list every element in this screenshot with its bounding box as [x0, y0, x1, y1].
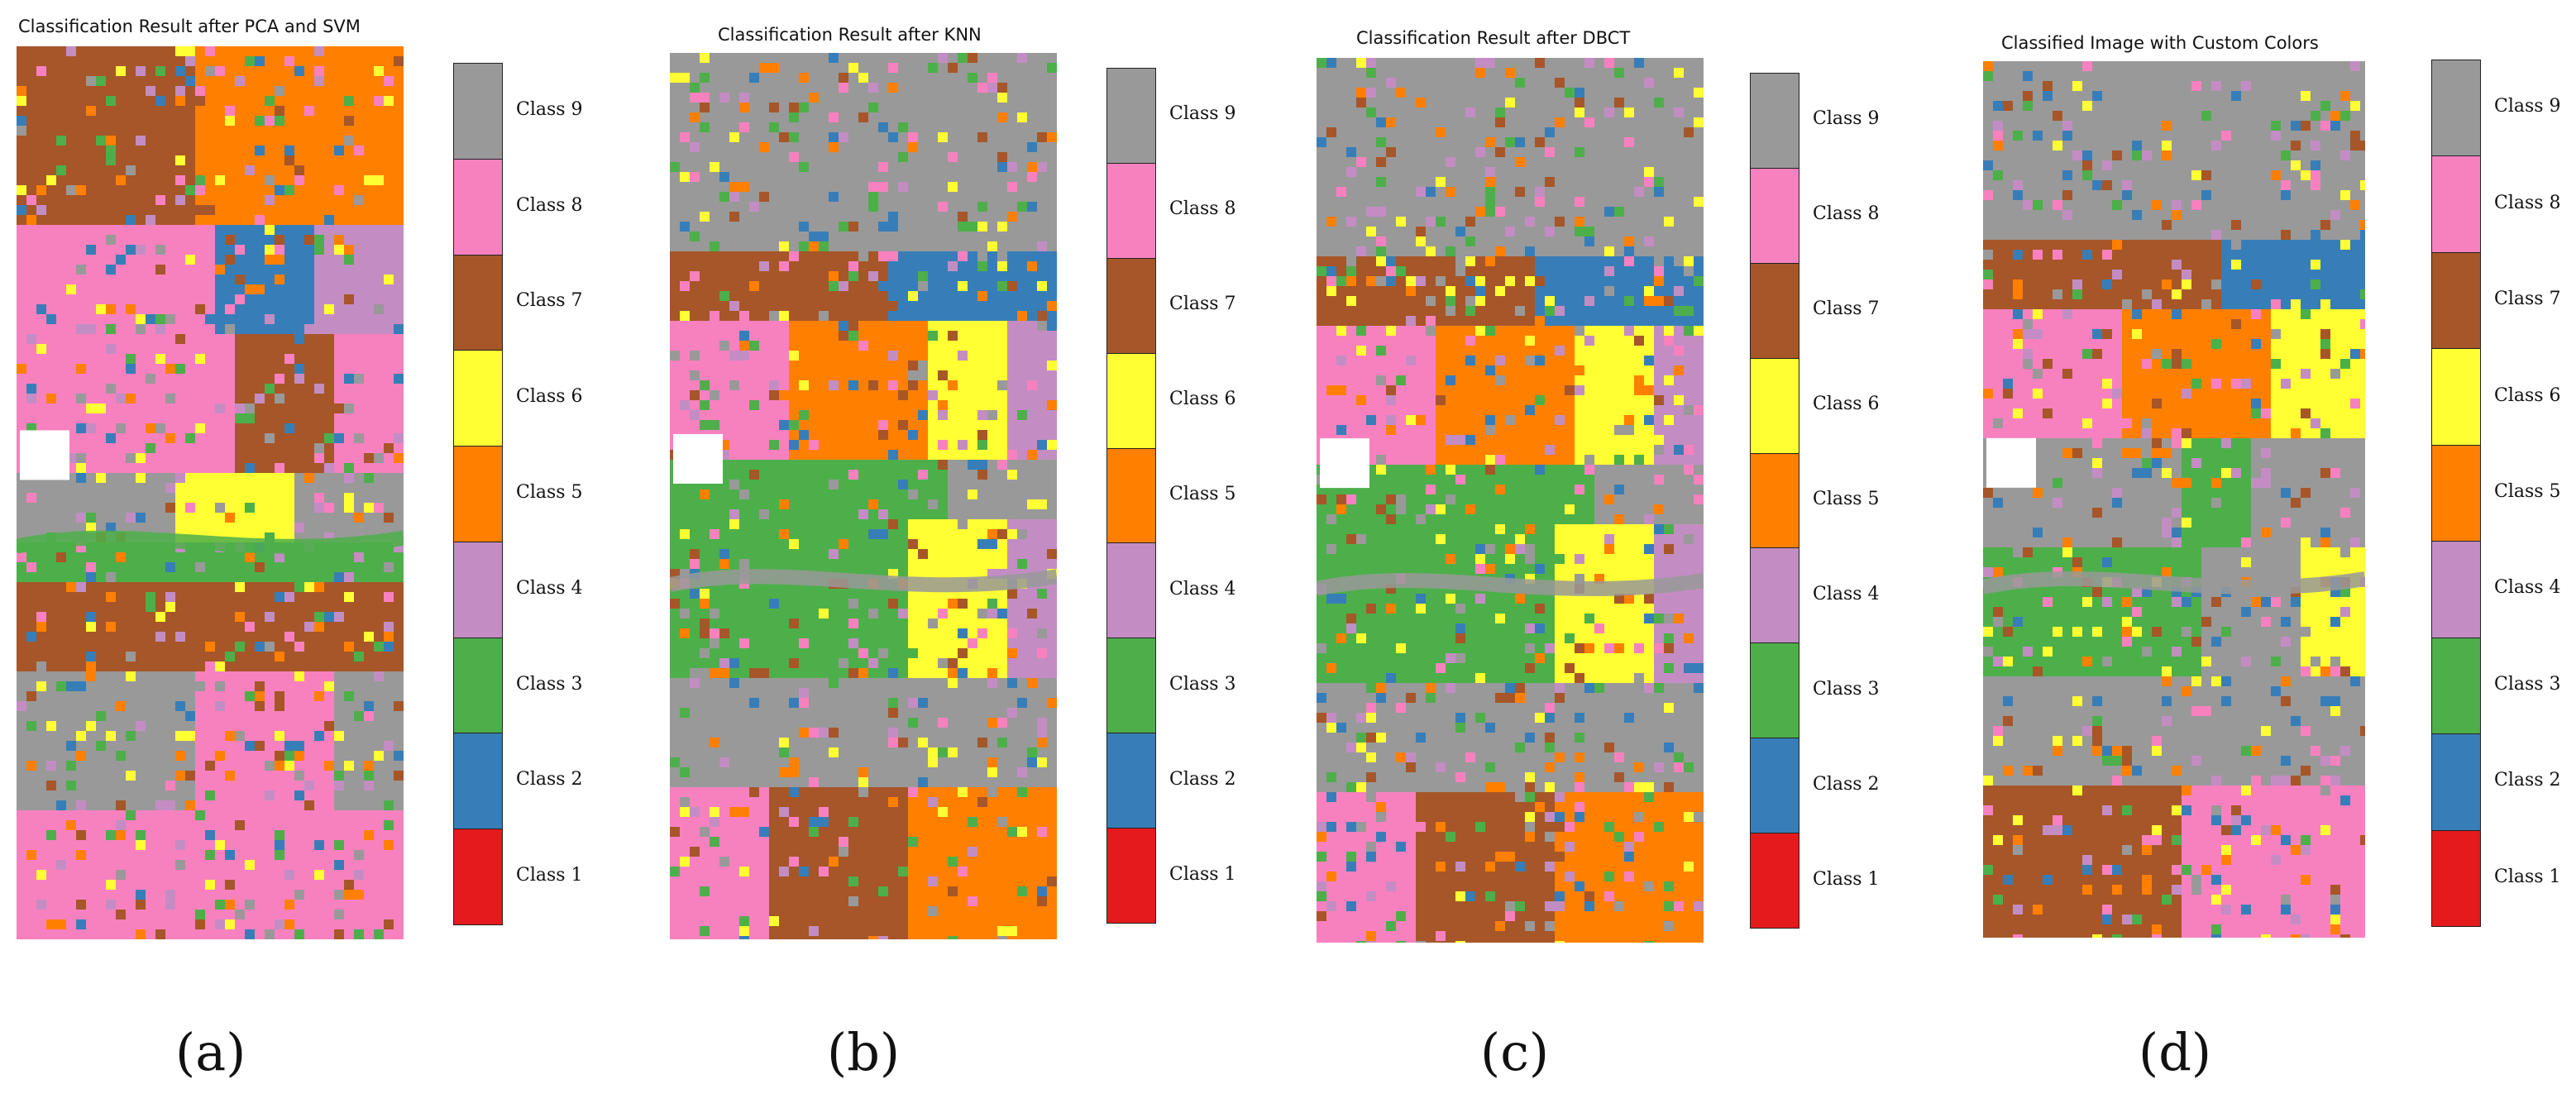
legend-label: Class 5 — [2494, 481, 2561, 502]
legend-label: Class 1 — [2494, 866, 2561, 887]
legend-swatch — [1750, 357, 1799, 454]
legend-label: Class 6 — [516, 386, 583, 408]
legend-label: Class 3 — [1169, 673, 1236, 695]
legend-swatch — [453, 637, 503, 734]
panel-caption: (b) — [827, 1022, 901, 1082]
legend-swatch — [1750, 833, 1799, 929]
legend-swatch — [2431, 60, 2481, 157]
legend-swatch — [1750, 452, 1799, 549]
class-legend: Class 9 Class 8 Class 7 Class 6 Class 5 Class… — [2431, 60, 2561, 927]
legend-label: Class 8 — [1813, 203, 1880, 225]
legend-swatch — [2431, 733, 2481, 831]
legend-label: Class 6 — [1169, 389, 1236, 410]
class-legend: Class 9 Class 8 Class 7 Class 6 Class 5 Class… — [1750, 73, 1880, 929]
legend-swatch — [1106, 257, 1156, 354]
legend-swatch — [2431, 829, 2481, 927]
legend-label: Class 9 — [516, 98, 583, 120]
legend-label: Class 9 — [1169, 103, 1236, 125]
legend-swatch — [453, 446, 503, 542]
legend-swatch — [453, 63, 503, 160]
legend-swatch — [2431, 155, 2481, 253]
legend-swatch — [1106, 733, 1156, 829]
legend-label: Class 4 — [2494, 577, 2561, 599]
legend-swatch — [2431, 348, 2481, 446]
classification-map — [1983, 61, 2365, 938]
panel-caption: (c) — [1480, 1022, 1550, 1082]
legend-label: Class 8 — [1169, 198, 1236, 220]
legend-swatch — [453, 541, 503, 638]
legend-label: Class 7 — [1813, 298, 1880, 320]
legend-label: Class 2 — [516, 769, 583, 790]
legend-label: Class 6 — [2494, 384, 2561, 406]
classification-map — [1317, 58, 1704, 943]
legend-swatch — [2431, 251, 2481, 350]
legend-label: Class 6 — [1813, 394, 1880, 415]
legend-swatch — [2431, 637, 2481, 735]
class-legend: Class 9 Class 8 Class 7 Class 6 Class 5 Class… — [453, 63, 583, 925]
legend-label: Class 9 — [2494, 96, 2561, 117]
legend-label: Class 3 — [516, 673, 583, 695]
legend-label: Class 5 — [1169, 484, 1236, 504]
legend-swatch — [1106, 542, 1156, 639]
legend-label: Class 3 — [1813, 678, 1880, 700]
legend-label: Class 7 — [516, 290, 583, 312]
legend-swatch — [453, 350, 503, 447]
legend-label: Class 1 — [516, 865, 583, 886]
legend-label: Class 9 — [1813, 108, 1880, 130]
legend-swatch — [453, 158, 503, 256]
legend-label: Class 8 — [2494, 192, 2561, 213]
legend-label: Class 3 — [2494, 673, 2561, 695]
legend-swatch — [453, 829, 503, 925]
legend-swatch — [1106, 638, 1156, 734]
legend-swatch — [1106, 352, 1156, 449]
legend-swatch — [453, 733, 503, 830]
panel-title: Classified Image with Custom Colors — [2001, 33, 2319, 53]
legend-label: Class 5 — [1813, 489, 1880, 509]
legend-label: Class 2 — [2494, 770, 2561, 791]
legend-swatch — [1750, 167, 1799, 264]
classification-map — [670, 53, 1057, 939]
legend-label: Class 4 — [1169, 578, 1236, 599]
legend-label: Class 8 — [516, 194, 583, 216]
classification-map — [17, 46, 404, 939]
legend-label: Class 2 — [1813, 773, 1880, 795]
panel-title: Classification Result after KNN — [718, 25, 982, 45]
legend-label: Class 5 — [516, 482, 583, 503]
legend-label: Class 4 — [516, 577, 583, 599]
legend-swatch — [1750, 642, 1799, 739]
legend-label: Class 7 — [2494, 289, 2561, 310]
legend-swatch — [453, 254, 503, 351]
legend-swatch — [1750, 73, 1799, 169]
panel-caption: (d) — [2139, 1022, 2212, 1082]
legend-label: Class 1 — [1169, 863, 1236, 885]
legend-swatch — [2431, 444, 2481, 542]
legend-label: Class 2 — [1169, 768, 1236, 790]
legend-swatch — [1750, 262, 1799, 359]
legend-swatch — [2431, 541, 2481, 638]
legend-swatch — [1106, 162, 1156, 259]
panel-title: Classification Result after PCA and SVM — [18, 17, 361, 36]
legend-label: Class 1 — [1813, 868, 1880, 890]
legend-swatch — [1750, 547, 1799, 644]
panel-caption: (a) — [175, 1022, 246, 1082]
legend-swatch — [1106, 68, 1156, 164]
legend-swatch — [1750, 738, 1799, 834]
class-legend: Class 9 Class 8 Class 7 Class 6 Class 5 Class… — [1106, 68, 1236, 924]
legend-label: Class 7 — [1169, 294, 1236, 315]
legend-label: Class 4 — [1813, 583, 1880, 604]
panel-title: Classification Result after DBCT — [1356, 28, 1631, 48]
legend-swatch — [1106, 447, 1156, 544]
legend-swatch — [1106, 828, 1156, 924]
